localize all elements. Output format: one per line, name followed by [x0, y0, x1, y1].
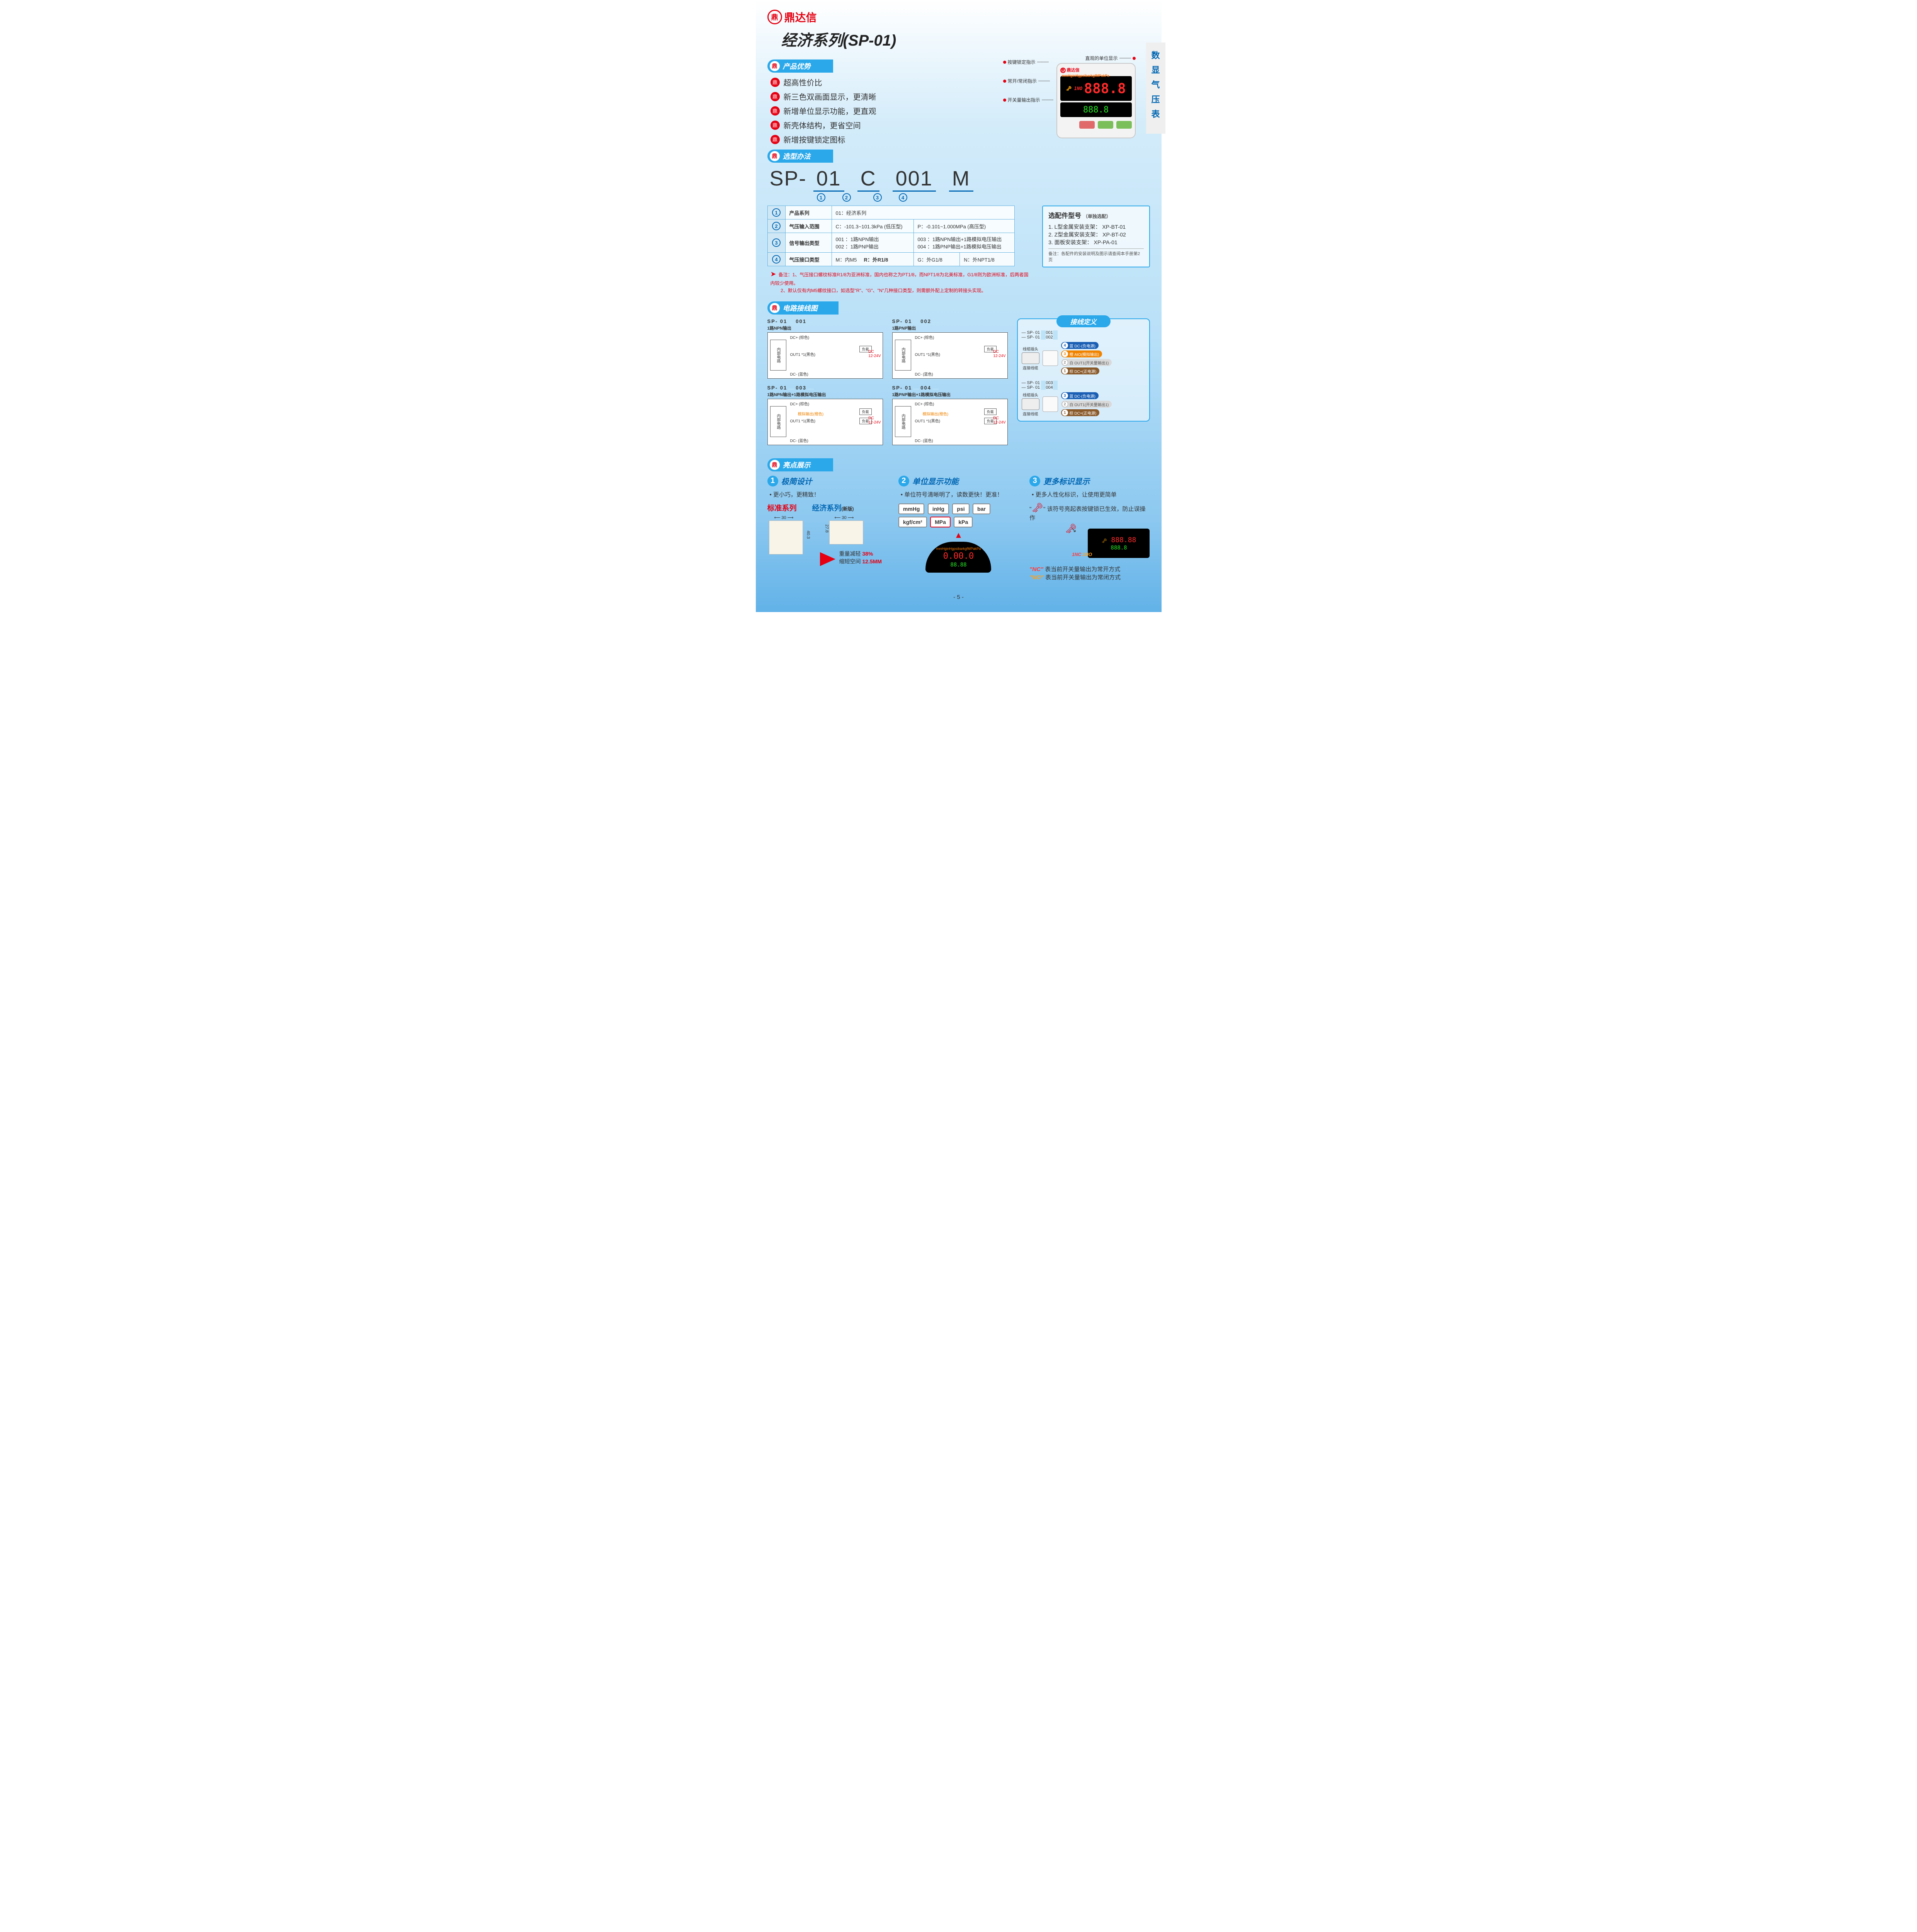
- highlight-1: 1极简设计 更小巧，更精致！ 标准系列 经济系列(新版) ⟵ 30 ⟶ 40.3…: [767, 475, 888, 588]
- advantage-item: 鼎新三色双画面显示，更清晰: [771, 91, 992, 102]
- bullet-icon: 鼎: [771, 135, 780, 144]
- bullet-icon: 鼎: [771, 121, 780, 130]
- arrow-icon: ➤: [771, 270, 776, 278]
- advantages-list: 鼎超高性价比 鼎新三色双画面显示，更清晰 鼎新增单位显示功能，更直观 鼎新壳体结…: [771, 77, 992, 145]
- advantage-item: 鼎新壳体结构，更省空间: [771, 119, 992, 131]
- dimension-compare: ⟵ 30 ⟶ 40.3 ⟵ 30 ⟶ 27.8 重量减轻 38% 缩短空间 12…: [767, 515, 888, 588]
- key-icon: 🗝: [1031, 503, 1043, 513]
- wiring-card: SP- 01004 1路PNP输出+1路模拟电压输出 内部电路 DC+ (棕色)…: [892, 385, 1008, 445]
- units-row: mmHginHgpsibarkgfMPakPa: [1062, 74, 1130, 78]
- sub-display: 888.8: [1060, 102, 1132, 117]
- key-icon: 🗝: [1066, 86, 1072, 91]
- advantage-item: 鼎超高性价比: [771, 77, 992, 88]
- wiring-card: SP- 01001 1路NPN输出 内部电路 DC+ (棕色) OUT1 *1(…: [767, 318, 883, 379]
- arrow-down-icon: ▲: [898, 530, 1019, 540]
- brand-name: 鼎达信: [784, 9, 817, 25]
- wiring-card: SP- 01002 1路PNP输出 内部电路 DC+ (棕色) OUT1 *1(…: [892, 318, 1008, 379]
- page-number: - 5 -: [767, 594, 1150, 600]
- callout-switch: 开关量输出指示: [1003, 97, 1053, 103]
- bullet-icon: 鼎: [770, 151, 780, 161]
- connector-icon: [1043, 396, 1058, 412]
- wire-definition-panel: 接线定义 — SP- 01 001 — SP- 01 002 线缆插头 连接线缆…: [1017, 318, 1150, 422]
- section-header-advantages: 鼎 产品优势: [767, 60, 833, 73]
- model-index-row: 1234: [817, 193, 1150, 202]
- device-mock: 鼎 鼎达信 mmHginHgpsibarkgfMPakPa 🗝 1NO 888.…: [1056, 63, 1136, 138]
- model-code: SP- 01 C 001 M: [770, 167, 1150, 192]
- wiredef-header: 接线定义: [1056, 315, 1111, 327]
- unit-chips: mmHg inHg psi bar kgf/cm² MPa kPa: [898, 502, 1019, 529]
- brand-logo-icon: 鼎: [1060, 68, 1066, 73]
- section-header-highlights: 鼎 亮点展示: [767, 458, 833, 471]
- no-indicator: 1NO: [1074, 86, 1083, 91]
- bullet-icon: 鼎: [771, 92, 780, 101]
- spec-notes: ➤备注：1、气压接口螺纹标准R1/8为亚洲标准，国内也称之为PT1/8，而NPT…: [771, 269, 1033, 294]
- section-header-wiring: 鼎 电路接线图: [767, 301, 839, 315]
- connector-icon: [1043, 350, 1058, 366]
- mini-device: mmHginHgpsibarkgfMPakPa 0.00.0 88.88: [925, 542, 991, 573]
- side-tab: 数显气压表: [1146, 43, 1165, 134]
- advantage-item: 鼎新增按键锁定图标: [771, 134, 992, 145]
- bullet-icon: 鼎: [771, 106, 780, 116]
- brand-logo-icon: 鼎: [767, 10, 782, 24]
- bullet-icon: 鼎: [770, 460, 780, 470]
- wiring-card: SP- 01003 1路NPN输出+1路模拟电压输出 内部电路 DC+ (棕色)…: [767, 385, 883, 445]
- highlight-3: 3更多标识显示 更多人性化标识，让使用更简单 "🗝" 该符号亮起表按键锁已生效，…: [1029, 475, 1150, 588]
- accessories-box: 选配件型号 （单独选配） 1. L型金属安装支架： XP-BT-01 2. Z型…: [1042, 206, 1150, 267]
- callout-units: 直观的单位显示: [1056, 55, 1136, 61]
- callout-lock: 按键锁定指示: [1003, 59, 1053, 65]
- advantage-item: 鼎新增单位显示功能，更直观: [771, 105, 992, 116]
- bullet-icon: 鼎: [770, 61, 780, 71]
- spec-table: 1产品系列01：经济系列 2气压输入范围C：-101.3~101.3kPa (低…: [767, 206, 1015, 266]
- device-button[interactable]: [1079, 121, 1095, 129]
- bullet-icon: 鼎: [771, 78, 780, 87]
- main-display: 🗝 1NO 888.8: [1060, 76, 1132, 101]
- page-title: 经济系列(SP-01): [781, 28, 1150, 50]
- brand-banner: 鼎 鼎达信: [767, 9, 1150, 25]
- device-button[interactable]: [1098, 121, 1113, 129]
- callout-nonc: 常开/常闭指示: [1003, 78, 1053, 84]
- device-button[interactable]: [1116, 121, 1132, 129]
- highlight-2: 2单位显示功能 单位符号清晰明了，读数更快！更准！ mmHg inHg psi …: [898, 475, 1019, 588]
- key-icon: 🗝: [1102, 538, 1107, 543]
- bullet-icon: 鼎: [770, 303, 780, 313]
- section-header-selection: 鼎 选型办法: [767, 150, 833, 163]
